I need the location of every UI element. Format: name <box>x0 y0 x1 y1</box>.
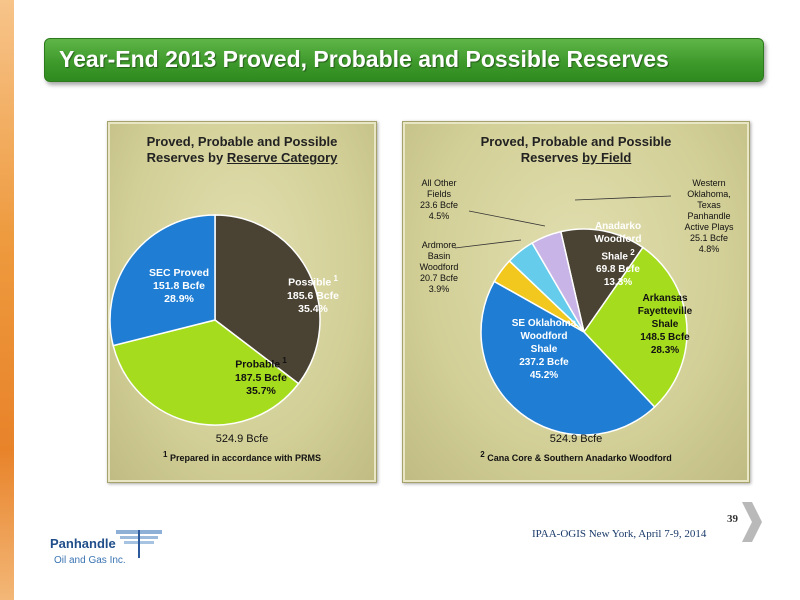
chart2-slice-label-1: Arkansas Fayetteville Shale 148.5 Bcfe 28.3% <box>625 292 705 357</box>
chart1-slice-name-0: Possible 1 <box>288 274 338 289</box>
chart1-slice-sup-0: 1 <box>331 274 338 283</box>
chart2-slice-pct-1: 28.3% <box>650 345 680 356</box>
chart1-slice-0 <box>214 214 321 385</box>
chart2-slice-name-5-3: Panhandle <box>687 211 731 221</box>
chart2-slice-0 <box>559 228 644 334</box>
chart2-slice-value-0: 69.8 Bcfe <box>596 264 640 276</box>
reserve-category-pie <box>109 214 321 426</box>
chart1-slice-name-1: Probable 1 <box>235 356 287 371</box>
chart1-title: Proved, Probable and Possible Reserves b… <box>108 134 376 166</box>
chart2-slice-name-3-0: Ardmore <box>421 240 457 250</box>
chart2-slice-label-2: SE Oklahoma Woodford Shale 237.2 Bcfe 45.2% <box>499 317 589 382</box>
chart1-slice-2 <box>109 214 216 347</box>
chart2-slice-name-2-1: Woodford <box>520 331 568 342</box>
chart2-slice-name-5-1: Oklahoma, <box>687 189 731 199</box>
chart2-leader-line-4 <box>468 210 546 227</box>
chart1-slice-name-2: SEC Proved <box>148 267 210 279</box>
chart2-title-line1: Proved, Probable and Possible <box>480 134 672 149</box>
chart1-footer: 524.9 Bcfe 1 Prepared in accordance with… <box>108 432 376 466</box>
chart1-title-underlined: Reserve Category <box>226 150 338 165</box>
chart2-slice-2 <box>480 280 656 436</box>
slide-title: Year-End 2013 Proved, Probable and Possi… <box>59 46 669 72</box>
title-banner: Year-End 2013 Proved, Probable and Possi… <box>44 38 764 82</box>
left-accent-bar <box>0 0 14 600</box>
chart1-slice-pct-0: 35.4% <box>298 302 328 315</box>
chart1-footnote-marker: 1 <box>162 450 168 459</box>
chart2-slice-name-1-0: Arkansas <box>642 293 688 304</box>
chart2-slice-pct-3: 3.9% <box>428 284 450 294</box>
chart2-leader-line-3 <box>454 239 522 249</box>
chart1-footnote-text: Prepared in accordance with PRMS <box>169 453 321 463</box>
chart2-footnote-marker: 2 <box>480 450 485 459</box>
chart2-title-prefix: Reserves <box>520 150 583 165</box>
chart2-footnote: 2 Cana Core & Southern Anadarko Woodford <box>403 447 749 466</box>
reserve-category-panel: Proved, Probable and Possible Reserves b… <box>107 121 377 483</box>
chart2-slice-name-3-1: Basin <box>427 251 451 261</box>
company-logo: Panhandle Oil and Gas Inc. <box>50 528 170 588</box>
chart2-slice-pct-4: 4.5% <box>428 211 450 221</box>
chart2-title-underlined: by Field <box>582 150 632 165</box>
logo-subtitle: Oil and Gas Inc. <box>54 555 126 566</box>
chart2-slice-value-1: 148.5 Bcfe <box>640 332 690 343</box>
next-chevron-icon <box>742 502 762 542</box>
chart1-slice-1 <box>112 319 300 426</box>
chart2-slice-sup-0: 2 <box>628 248 635 257</box>
chart2-slice-name-0-1: Woodford <box>594 234 642 245</box>
chart2-slice-1 <box>583 246 688 409</box>
chart2-slice-label-4: All Other Fields 23.6 Bcfe 4.5% <box>411 178 467 222</box>
chart2-slice-name-4-0: All Other <box>421 178 457 188</box>
chart2-slice-value-3: 20.7 Bcfe <box>419 273 459 283</box>
chart2-slice-name-0-2: Shale 2 <box>601 248 635 263</box>
chart2-slice-name-5-4: Active Plays <box>684 222 734 232</box>
chart1-slice-pct-1: 35.7% <box>246 384 276 397</box>
chart2-slice-name-0-0: Anadarko <box>594 221 642 232</box>
chart2-title-line2: Reserves by Field <box>403 150 749 166</box>
chart2-slice-pct-0: 13.3% <box>603 277 633 289</box>
chart2-footer: 524.9 Bcfe 2 Cana Core & Southern Anadar… <box>403 432 749 466</box>
chart1-slice-value-2: 151.8 Bcfe <box>153 280 205 292</box>
chart2-slice-name-4-1: Fields <box>426 189 451 199</box>
field-panel: Proved, Probable and Possible Reserves b… <box>402 121 750 483</box>
chart2-title: Proved, Probable and Possible Reserves b… <box>403 134 749 166</box>
chart2-leader-line-5 <box>574 195 672 201</box>
chart1-slice-label-1: Probable 1 187.5 Bcfe 35.7% <box>216 354 306 398</box>
chart2-slice-pct-5: 4.8% <box>698 244 720 254</box>
chart1-slice-sup-1: 1 <box>280 356 287 365</box>
chart1-title-line2: Reserves by Reserve Category <box>108 150 376 166</box>
chart2-total: 524.9 Bcfe <box>549 433 603 445</box>
chart2-footnote-text: Cana Core & Southern Anadarko Woodford <box>487 453 672 463</box>
chart2-slice-name-1-2: Shale <box>651 319 679 330</box>
logo-derrick-icon <box>116 530 162 558</box>
chart1-slice-value-1: 187.5 Bcfe <box>235 371 287 384</box>
chart2-slice-name-2-2: Shale <box>530 344 558 355</box>
chart2-slice-name-2-0: SE Oklahoma <box>511 318 577 329</box>
chart1-slice-label-2: SEC Proved 151.8 Bcfe 28.9% <box>134 267 224 306</box>
chart2-slice-5 <box>531 230 585 333</box>
chart1-total: 524.9 Bcfe <box>215 433 269 445</box>
page-number: 39 <box>727 513 738 525</box>
chart2-slice-pct-2: 45.2% <box>529 370 559 381</box>
logo-name: Panhandle <box>50 536 116 551</box>
chart2-slice-label-5: Western Oklahoma, Texas Panhandle Active Pla… <box>673 178 745 255</box>
chart2-slice-label-0: Anadarko Woodford Shale 2 69.8 Bcfe 13.3% <box>586 220 650 289</box>
chart2-slice-label-3: Ardmore Basin Woodford 20.7 Bcfe 3.9% <box>411 240 467 295</box>
field-pie <box>454 195 688 436</box>
chart2-slice-name-1-1: Fayetteville <box>637 306 693 317</box>
chart2-slice-value-4: 23.6 Bcfe <box>419 200 459 210</box>
chart2-slice-name-3-2: Woodford <box>419 262 459 272</box>
chart1-title-line1: Proved, Probable and Possible <box>146 134 338 149</box>
chart1-slice-label-0: Possible 1 185.6 Bcfe 35.4% <box>268 272 358 316</box>
chart2-slice-value-5: 25.1 Bcfe <box>689 233 729 243</box>
chart1-footnote: 1 Prepared in accordance with PRMS <box>108 447 376 466</box>
chart2-slice-name-5-0: Western <box>692 178 726 188</box>
chart1-slice-pct-2: 28.9% <box>164 293 194 305</box>
chart2-slice-name-5-2: Texas <box>697 200 721 210</box>
chart2-slice-value-2: 237.2 Bcfe <box>519 357 569 368</box>
footer-event: IPAA-OGIS New York, April 7-9, 2014 <box>532 528 707 540</box>
chart1-title-prefix: Reserves by <box>146 150 227 165</box>
chart1-slice-value-0: 185.6 Bcfe <box>287 289 339 302</box>
